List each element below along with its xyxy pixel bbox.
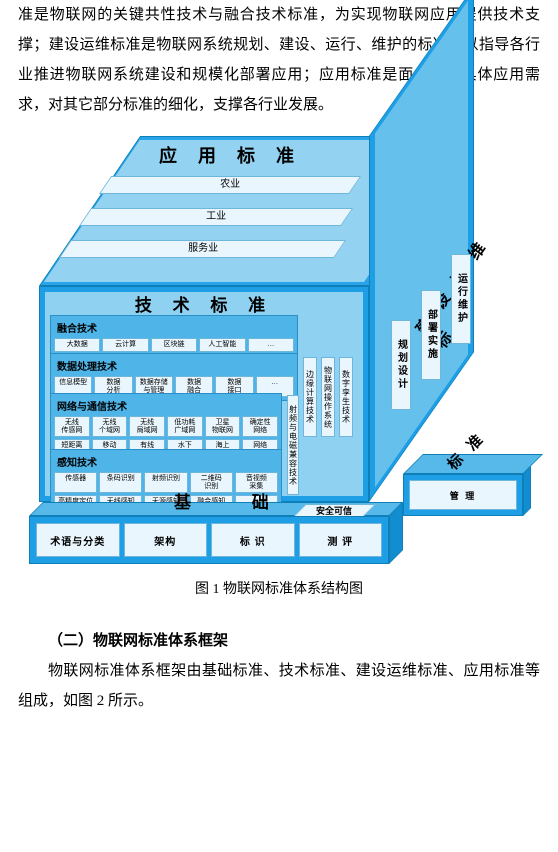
vbar-1: 射频与电磁兼容技术 [287, 395, 299, 495]
vbar-3: 物联网操作系统 [321, 357, 335, 437]
app-bar-0: 农业 [99, 176, 361, 194]
bottom-cell-1: 架构 [124, 523, 208, 557]
front-face: 技 术 标 准 融合技术 大数据云计算区块链人工智能… 数据处理技术 信息模型数… [39, 286, 369, 502]
group-fusion: 融合技术 大数据云计算区块链人工智能… [50, 315, 298, 356]
top-title: 应 用 标 准 [159, 142, 302, 168]
cube-diagram: 应 用 标 准 农业 工业 服务业 建 设 运 维 标 准 规划设计 部署实施 … [29, 136, 529, 566]
bottom-cell-0: 术语与分类 [36, 523, 120, 557]
top-face: 应 用 标 准 农业 工业 服务业 [39, 136, 369, 286]
step2-right [523, 466, 531, 516]
right-box-1: 规划设计 [391, 320, 411, 410]
step2-cell-0: 管 理 [409, 480, 517, 510]
app-bar-2: 服务业 [59, 240, 346, 258]
vbar-4: 数字孪生技术 [339, 357, 353, 437]
bottom-cell-2: 标 识 [211, 523, 295, 557]
bottom-front-face: 术语与分类 架构 标 识 测 评 [29, 516, 389, 564]
paragraph-2: 物联网标准体系框架由基础标准、技术标准、建设运维标准、应用标准等组成，如图 2 … [18, 656, 540, 716]
figure-1: 应 用 标 准 农业 工业 服务业 建 设 运 维 标 准 规划设计 部署实施 … [18, 136, 540, 566]
bottom-cell-3: 测 评 [299, 523, 383, 557]
step2-front: 管 理 [403, 474, 523, 516]
figure-caption: 图 1 物联网标准体系结构图 [18, 578, 540, 598]
section-heading: （二）物联网标准体系框架 [18, 626, 540, 656]
vbar-2: 边缘计算技术 [303, 357, 317, 437]
right-box-2: 部署实施 [421, 290, 441, 380]
right-box-3: 运行维护 [451, 254, 471, 344]
app-bar-1: 工业 [79, 208, 353, 226]
front-title: 技 术 标 准 [40, 291, 368, 316]
bottom-title: 基 础 [174, 488, 297, 513]
